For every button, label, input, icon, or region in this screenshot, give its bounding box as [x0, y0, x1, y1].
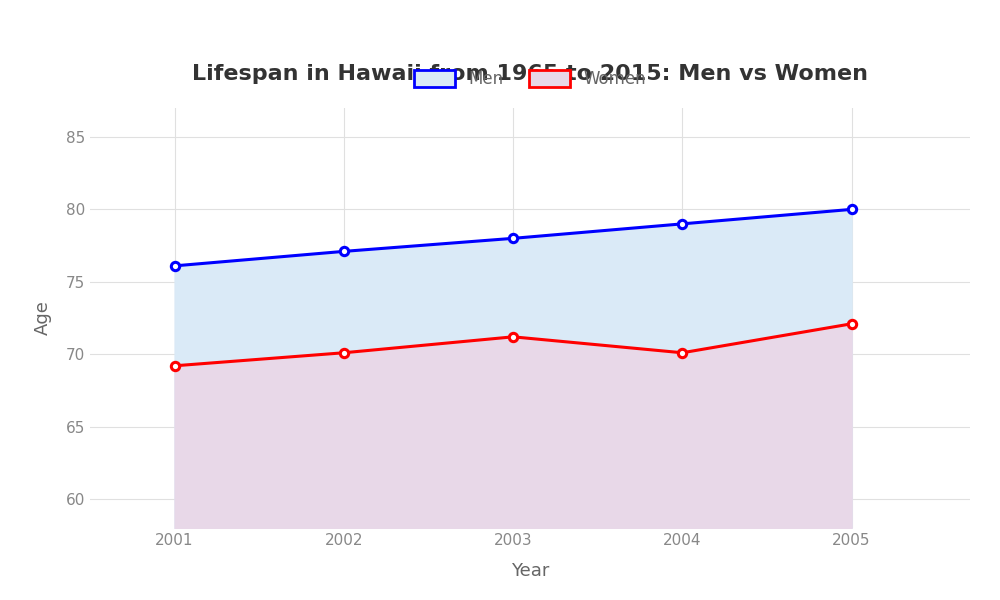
Y-axis label: Age: Age: [34, 301, 52, 335]
Title: Lifespan in Hawaii from 1965 to 2015: Men vs Women: Lifespan in Hawaii from 1965 to 2015: Me…: [192, 64, 868, 84]
Legend: Men, Women: Men, Women: [405, 62, 655, 97]
X-axis label: Year: Year: [511, 562, 549, 580]
